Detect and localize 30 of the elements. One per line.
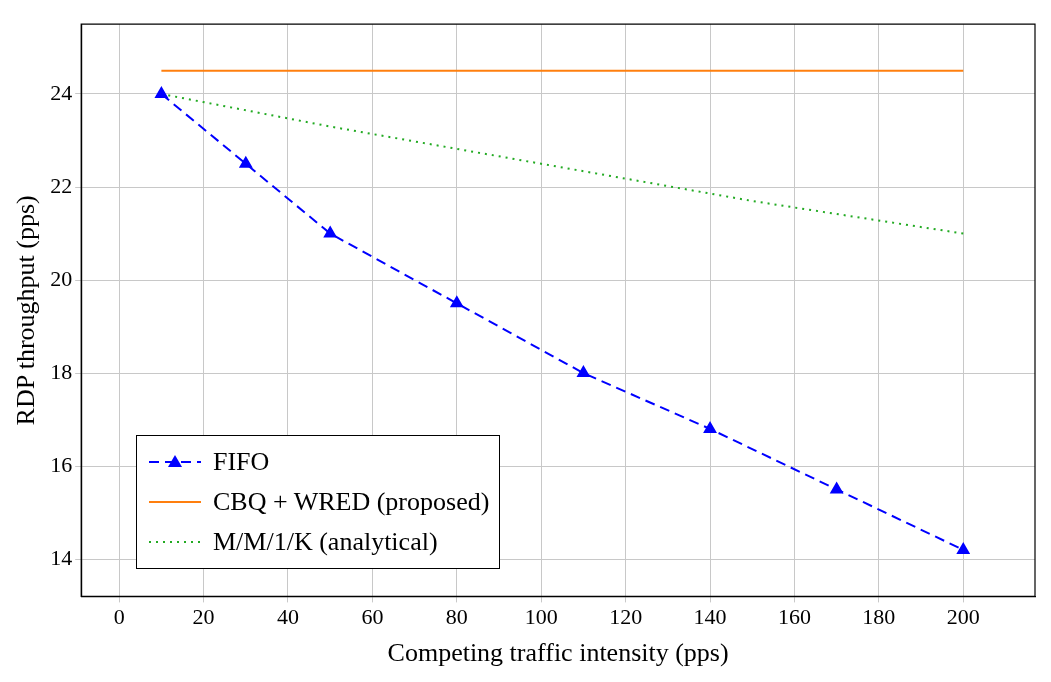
x-tick-label: 180 [862, 604, 896, 630]
point [957, 542, 970, 554]
point [703, 421, 717, 433]
point [450, 296, 464, 308]
y-tick-label: 24 [50, 79, 73, 105]
x-tick-label: 60 [361, 604, 384, 630]
x-axis-title: Competing traffic intensity (pps) [387, 638, 729, 668]
y-tick-label: 22 [50, 172, 73, 198]
x-tick-label: 80 [445, 604, 468, 630]
x-tick-label: 140 [693, 604, 727, 630]
legend-label: M/M/1/K (analytical) [213, 527, 438, 557]
x-tick-label: 0 [113, 604, 125, 630]
legend-label: FIFO [213, 447, 270, 477]
y-axis-title: RDP throughput (pps) [11, 195, 41, 426]
x-tick-label: 200 [946, 604, 980, 630]
legend-label: CBQ + WRED (proposed) [213, 487, 490, 517]
point [830, 482, 843, 494]
y-tick-label: 16 [50, 451, 73, 477]
x-tick-label: 160 [777, 604, 811, 630]
point [239, 156, 252, 168]
point [155, 86, 168, 98]
y-tick-label: 18 [50, 358, 73, 384]
y-tick-label: 14 [50, 544, 73, 570]
x-tick-label: 20 [192, 604, 215, 630]
y-tick-label: 20 [50, 265, 73, 291]
x-tick-label: 40 [277, 604, 299, 630]
point [324, 226, 337, 238]
x-tick-label: 120 [609, 604, 643, 630]
point [577, 366, 590, 378]
x-tick-label: 100 [524, 604, 558, 630]
